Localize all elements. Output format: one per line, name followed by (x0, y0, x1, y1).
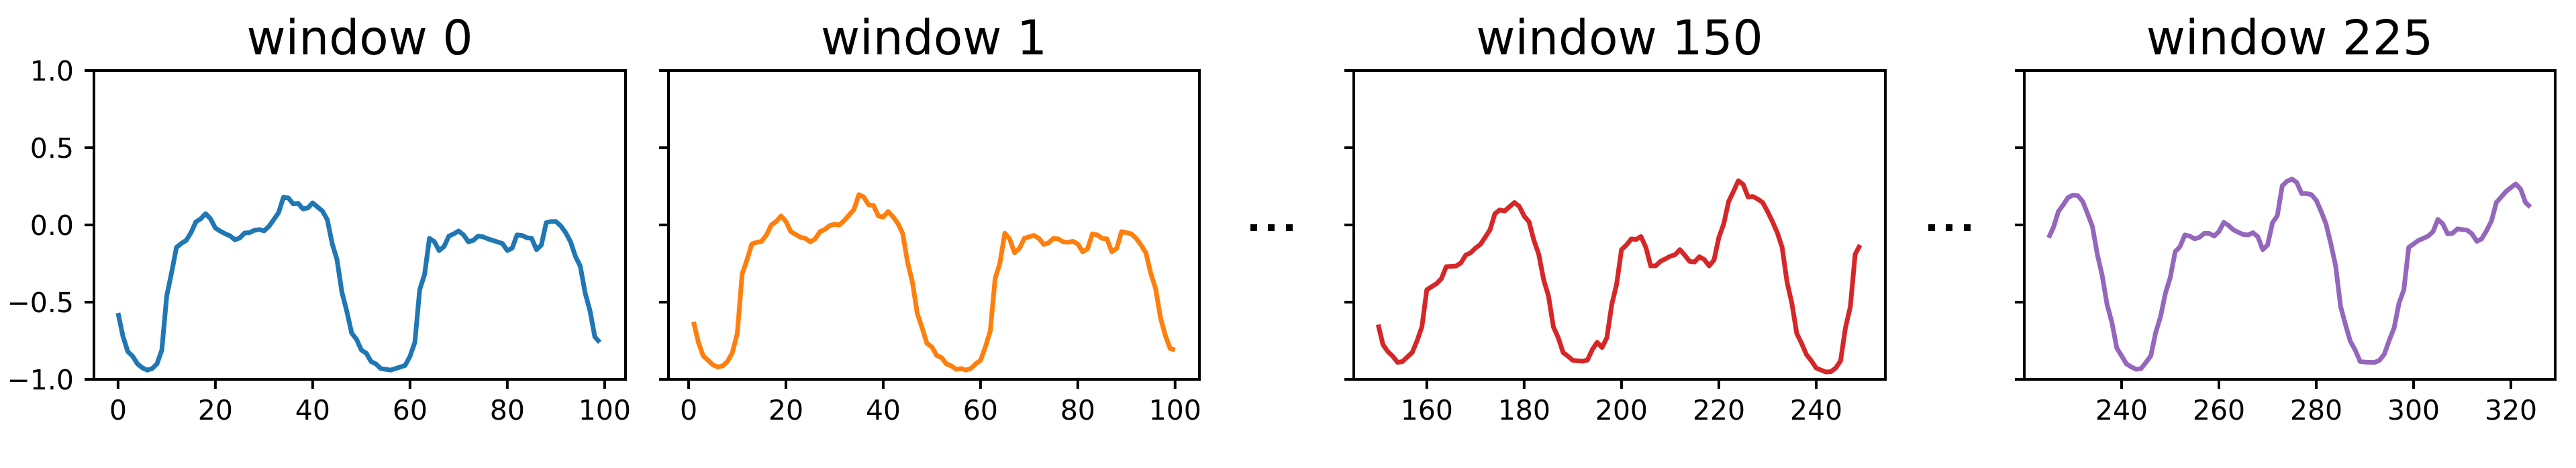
ellipsis-dot (1286, 224, 1293, 231)
x-tick-label: 100 (579, 394, 631, 426)
axes-frame (93, 69, 627, 381)
x-tick-label: 240 (2095, 394, 2148, 426)
axis-ticks: 0 20 40 60 80 100 (659, 69, 1201, 426)
series-line (1375, 178, 1863, 375)
x-tick-label: 20 (769, 394, 803, 426)
axis-ticks: 0 20 40 60 80 100 −1.0 −0.5 0.0 0.5 1.0 (7, 55, 631, 426)
x-tick-label: 260 (2193, 394, 2245, 426)
x-tick-label: 20 (198, 394, 233, 426)
x-tick-label: 40 (295, 394, 330, 426)
x-tick-label: 60 (963, 394, 998, 426)
panel-window-1: window 1 0 20 40 60 80 100 (659, 10, 1201, 426)
panel-title: window 225 (2146, 10, 2433, 66)
x-tick-label: 300 (2387, 394, 2440, 426)
axes-frame (2023, 69, 2557, 381)
x-tick-label: 200 (1595, 394, 1648, 426)
ellipsis-marker-1 (1250, 224, 1293, 231)
panel-window-0: window 0 0 20 40 60 80 100 −1.0 −0.5 0.0 0.5 1.0 (7, 10, 631, 426)
x-tick-label: 280 (2290, 394, 2342, 426)
x-tick-label: 0 (680, 394, 697, 426)
ellipsis-dot (1250, 224, 1257, 231)
panel-window-150: window 150 160 180 200 220 240 (1344, 10, 1887, 426)
ellipsis-marker-2 (1928, 224, 1971, 231)
x-tick-label: 220 (1693, 394, 1745, 426)
series-line (2046, 177, 2532, 372)
y-tick-label: 0.0 (30, 209, 74, 242)
axes-frame (1352, 69, 1887, 381)
x-tick-label: 0 (109, 394, 127, 426)
ellipsis-dot (1268, 224, 1275, 231)
x-tick-label: 160 (1401, 394, 1453, 426)
y-tick-label: 1.0 (30, 55, 74, 87)
x-tick-label: 60 (393, 394, 428, 426)
series-line (691, 192, 1176, 373)
axes-frame (667, 69, 1201, 381)
x-tick-label: 80 (1060, 394, 1095, 426)
y-tick-label: −0.5 (7, 287, 74, 319)
y-tick-label: −1.0 (7, 364, 74, 396)
ellipsis-dot (1928, 224, 1935, 231)
x-tick-label: 80 (490, 394, 525, 426)
x-tick-label: 320 (2485, 394, 2537, 426)
axis-ticks: 160 180 200 220 240 (1344, 69, 1842, 426)
y-tick-label: 0.5 (30, 132, 74, 165)
panel-title: window 150 (1476, 10, 1763, 66)
series-line (115, 195, 602, 373)
x-tick-label: 40 (866, 394, 901, 426)
ellipsis-dot (1946, 224, 1952, 231)
panel-title: window 0 (246, 10, 473, 66)
panel-window-225: window 225 240 260 280 300 320 (2015, 10, 2557, 426)
x-tick-label: 100 (1149, 394, 1201, 426)
x-tick-label: 240 (1790, 394, 1842, 426)
axis-ticks: 240 260 280 300 320 (2015, 69, 2537, 426)
ellipsis-dot (1964, 224, 1971, 231)
panel-title: window 1 (821, 10, 1047, 66)
x-tick-label: 180 (1498, 394, 1550, 426)
